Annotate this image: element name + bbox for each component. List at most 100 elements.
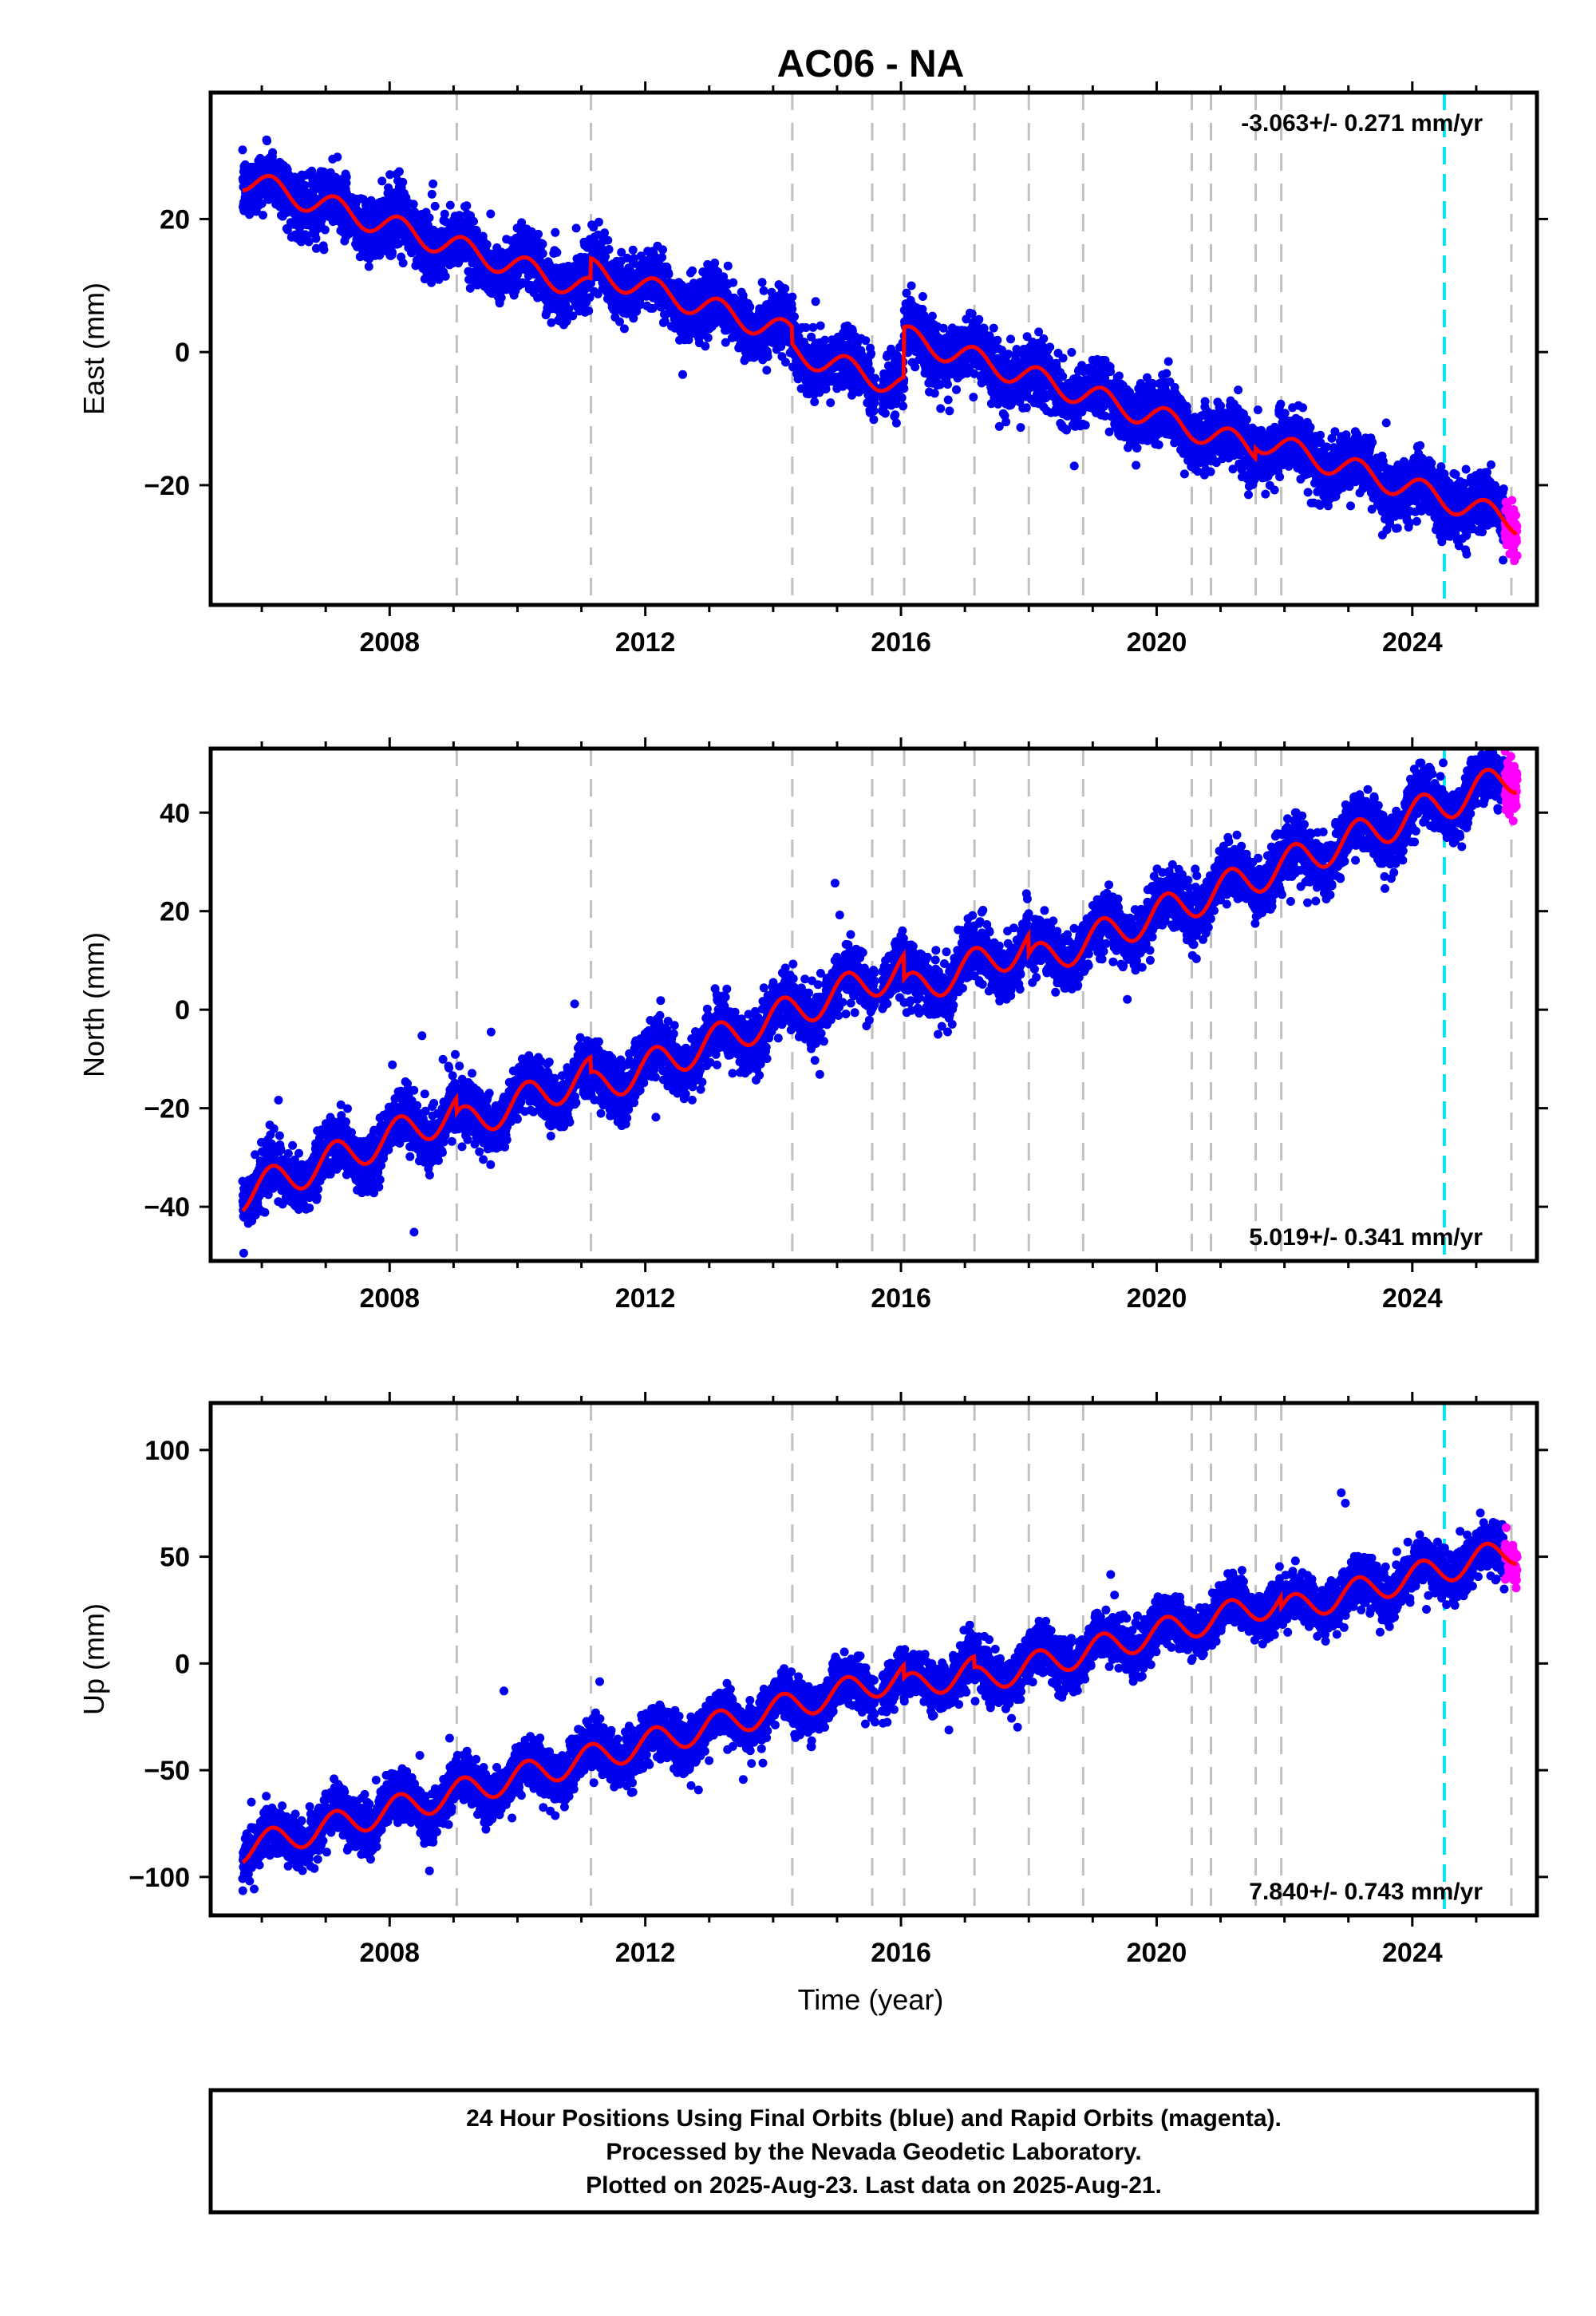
final-point xyxy=(871,373,880,383)
final-point xyxy=(1045,342,1055,352)
final-point xyxy=(974,314,984,324)
final-point xyxy=(238,145,247,155)
final-point xyxy=(781,358,790,367)
final-point xyxy=(952,385,961,394)
final-point xyxy=(364,262,373,271)
final-point xyxy=(342,172,351,182)
final-point xyxy=(826,398,836,408)
chart-title: AC06 - NA xyxy=(777,43,965,85)
final-point xyxy=(899,401,908,411)
final-point xyxy=(394,167,404,176)
final-point xyxy=(1067,348,1077,357)
final-point xyxy=(410,208,420,217)
final-point xyxy=(552,247,562,257)
final-point xyxy=(1069,461,1079,471)
final-point xyxy=(943,395,953,405)
final-point xyxy=(989,323,998,333)
final-point xyxy=(304,237,314,247)
final-point xyxy=(482,239,492,249)
final-point xyxy=(445,200,455,210)
final-point xyxy=(1004,350,1013,359)
final-point xyxy=(1001,417,1011,427)
final-point xyxy=(425,213,434,223)
final-point xyxy=(1080,421,1090,430)
final-point xyxy=(469,216,478,226)
final-point xyxy=(788,304,797,314)
final-point xyxy=(869,406,879,416)
final-point xyxy=(710,259,720,267)
final-point xyxy=(658,245,667,255)
final-point xyxy=(538,249,547,259)
final-point xyxy=(311,234,321,243)
final-point xyxy=(398,259,408,268)
final-point xyxy=(1016,423,1025,433)
final-point xyxy=(538,239,547,249)
final-point xyxy=(1006,334,1015,344)
final-point xyxy=(1021,403,1031,413)
final-point xyxy=(759,286,768,295)
final-point xyxy=(763,352,772,362)
final-point xyxy=(780,284,790,294)
final-point xyxy=(628,245,638,255)
final-point xyxy=(604,245,614,254)
final-point xyxy=(619,324,629,334)
final-point xyxy=(388,247,397,257)
final-point xyxy=(603,235,613,245)
final-point xyxy=(790,312,799,322)
final-point xyxy=(1058,354,1068,363)
final-point xyxy=(268,148,278,157)
final-point xyxy=(936,404,946,413)
final-point xyxy=(757,278,767,287)
final-point xyxy=(869,415,879,425)
final-point xyxy=(907,281,916,290)
final-point xyxy=(297,237,306,247)
final-point xyxy=(486,209,496,219)
final-point xyxy=(891,410,900,420)
final-point xyxy=(584,306,594,315)
final-point xyxy=(394,239,404,248)
final-point xyxy=(701,342,710,351)
final-point xyxy=(729,278,738,287)
final-point xyxy=(427,189,437,199)
final-point xyxy=(375,251,385,260)
final-point xyxy=(1058,372,1068,381)
final-point xyxy=(534,229,543,239)
final-point xyxy=(1039,334,1049,343)
final-point xyxy=(723,261,733,271)
final-point xyxy=(429,179,438,188)
final-point xyxy=(703,333,713,342)
final-point xyxy=(943,380,952,389)
final-point xyxy=(788,292,797,302)
final-point xyxy=(664,270,674,279)
final-point xyxy=(462,201,472,211)
final-point xyxy=(300,180,310,190)
final-point xyxy=(821,385,831,393)
final-point xyxy=(678,370,687,379)
final-point xyxy=(342,178,351,188)
final-point xyxy=(398,177,408,187)
final-point xyxy=(496,293,506,302)
final-point xyxy=(1106,367,1116,377)
final-point xyxy=(319,245,329,255)
final-point xyxy=(880,409,890,418)
final-point xyxy=(969,393,978,402)
final-point xyxy=(745,302,755,312)
final-point xyxy=(867,349,876,358)
final-point xyxy=(333,152,342,162)
final-point xyxy=(430,201,440,211)
final-point xyxy=(811,297,820,306)
final-point xyxy=(571,223,581,233)
final-point xyxy=(808,322,818,332)
final-point xyxy=(762,366,772,375)
final-point xyxy=(810,397,820,406)
final-point xyxy=(993,335,1002,345)
final-point xyxy=(257,199,267,208)
final-point xyxy=(897,393,907,402)
final-point xyxy=(440,209,449,219)
final-point xyxy=(377,176,387,186)
final-orbit-points xyxy=(238,135,1510,565)
final-point xyxy=(282,225,292,235)
final-point xyxy=(320,225,330,235)
